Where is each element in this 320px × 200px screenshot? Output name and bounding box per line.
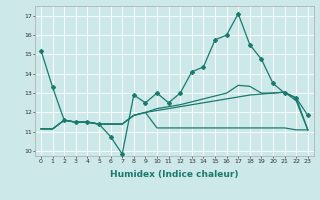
X-axis label: Humidex (Indice chaleur): Humidex (Indice chaleur) [110,170,239,179]
